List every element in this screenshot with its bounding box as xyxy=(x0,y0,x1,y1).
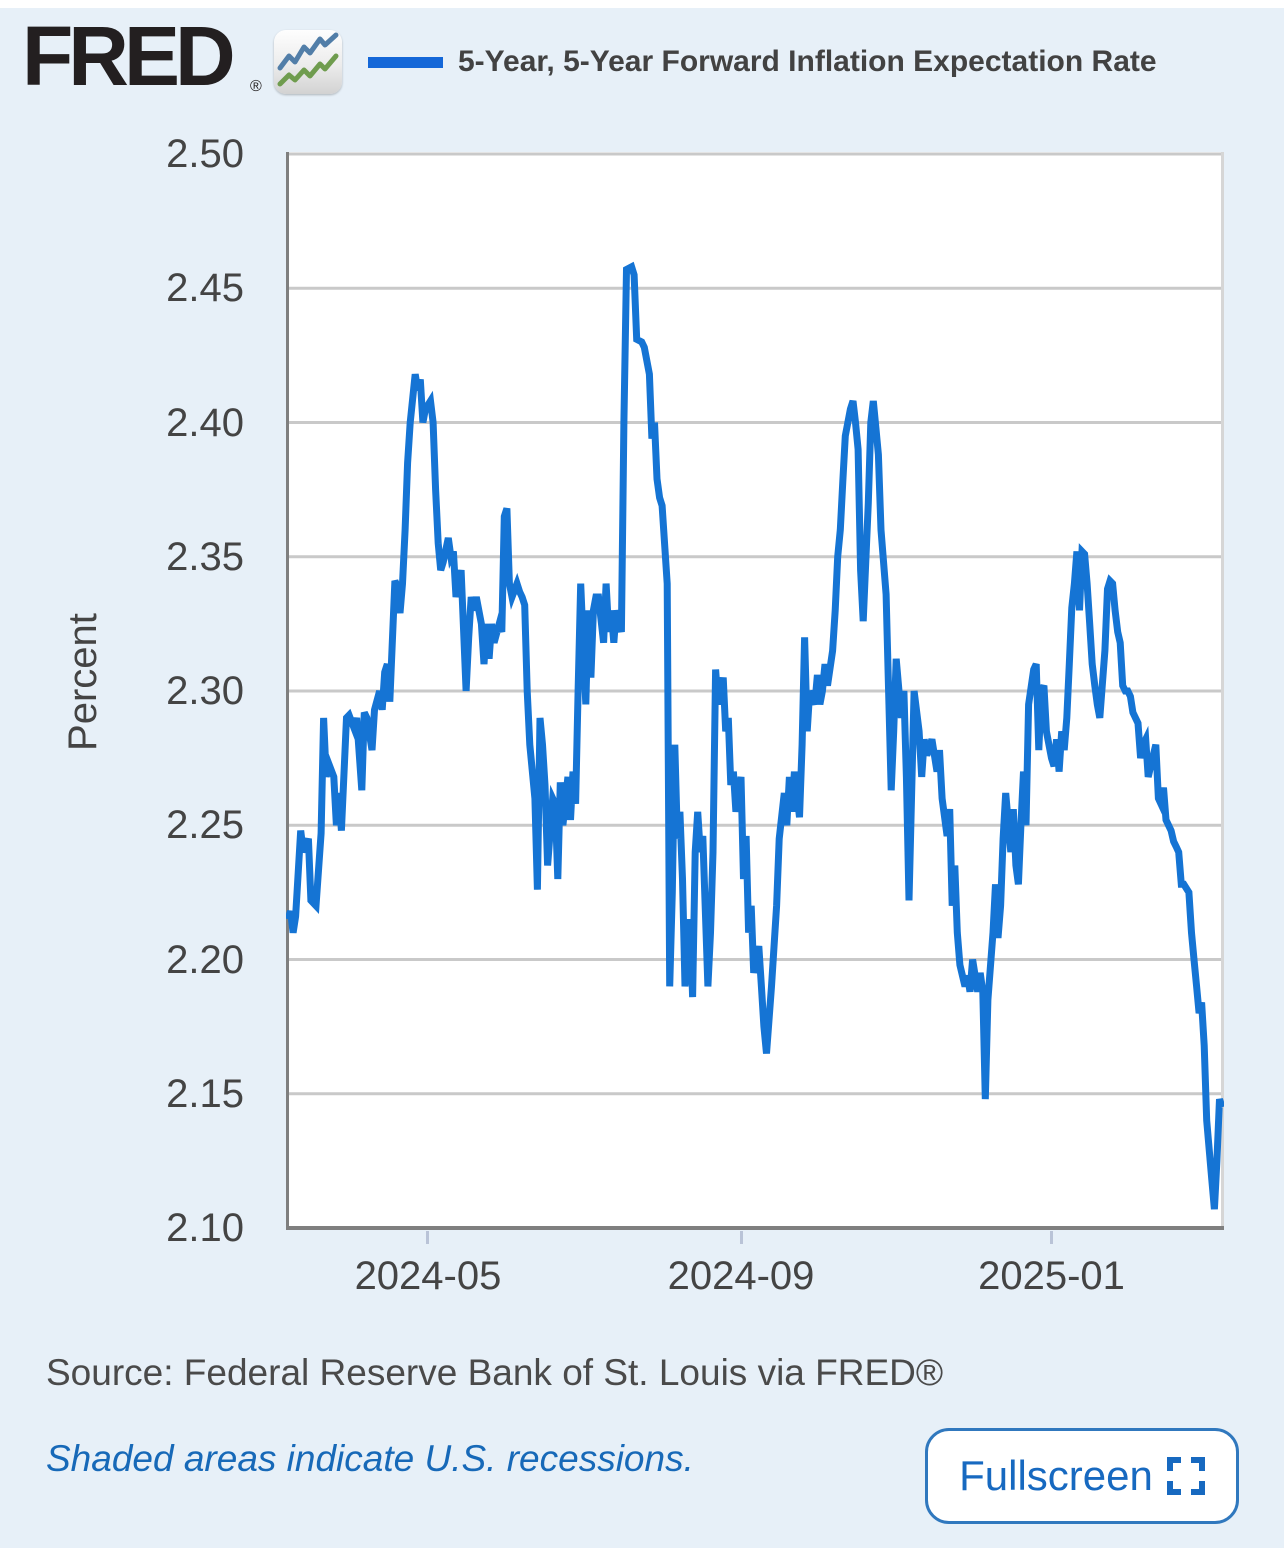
y-tick-label: 2.50 xyxy=(166,132,244,176)
x-tick-mark xyxy=(1049,1231,1053,1244)
fullscreen-icon xyxy=(1166,1457,1205,1495)
legend-series-label[interactable]: 5-Year, 5-Year Forward Inflation Expecta… xyxy=(458,45,1157,78)
y-tick-label: 2.30 xyxy=(166,669,244,713)
line-chart-svg xyxy=(284,152,1226,1230)
registered-mark: ® xyxy=(250,78,262,95)
fullscreen-button[interactable]: Fullscreen xyxy=(925,1428,1239,1524)
recession-note: Shaded areas indicate U.S. recessions. xyxy=(46,1438,694,1479)
fred-logo[interactable]: FRED xyxy=(22,14,236,98)
x-tick-label: 2025-01 xyxy=(978,1254,1125,1298)
y-tick-label: 2.10 xyxy=(166,1206,244,1250)
x-tick-label: 2024-09 xyxy=(667,1254,815,1298)
y-tick-label: 2.20 xyxy=(166,937,244,982)
fred-logo-text: FRED xyxy=(22,9,236,103)
x-tick-mark xyxy=(426,1231,430,1244)
y-tick-label: 2.45 xyxy=(166,266,244,311)
y-tick-label: 2.40 xyxy=(166,400,244,445)
fullscreen-label: Fullscreen xyxy=(959,1452,1153,1499)
fred-chart-icon[interactable] xyxy=(274,30,342,94)
plot-area[interactable] xyxy=(284,152,1226,1230)
legend-line-swatch xyxy=(368,57,443,68)
y-tick-label: 2.15 xyxy=(166,1071,244,1116)
y-tick-label: 2.25 xyxy=(166,803,244,848)
source-text: Source: Federal Reserve Bank of St. Loui… xyxy=(46,1352,944,1393)
y-tick-label: 2.35 xyxy=(166,534,244,579)
x-tick-label: 2024-05 xyxy=(354,1254,502,1298)
top-strip xyxy=(0,0,1284,8)
x-tick-mark xyxy=(739,1231,743,1244)
